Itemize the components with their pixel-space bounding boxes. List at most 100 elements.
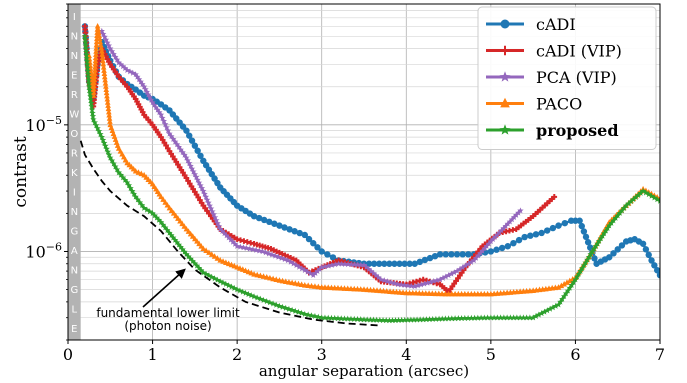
series-marker: [205, 199, 212, 206]
series-marker: [496, 229, 503, 236]
series-marker: [433, 277, 441, 284]
series-marker: [191, 142, 199, 149]
series-marker: [86, 86, 93, 93]
series-marker: [318, 314, 325, 321]
series-marker: [160, 196, 166, 202]
series-marker: [391, 280, 398, 287]
series-marker: [205, 272, 213, 279]
series-marker: [614, 212, 621, 219]
series-marker: [84, 64, 91, 71]
series-marker: [119, 63, 127, 70]
series-marker: [194, 147, 201, 154]
x-axis-ticks: 0 1 2 3 4 5 6 7: [63, 340, 665, 364]
series-marker: [389, 317, 396, 324]
series-marker: [653, 267, 660, 274]
series-marker: [287, 258, 294, 265]
series-marker: [92, 67, 98, 73]
series-marker: [193, 173, 200, 180]
series-marker: [467, 258, 475, 265]
series-marker: [426, 315, 433, 323]
series-marker: [645, 191, 652, 198]
series-marker: [188, 165, 196, 172]
series-marker: [236, 287, 244, 294]
series-marker: [90, 116, 97, 123]
series-marker: [271, 220, 278, 227]
series-marker: [578, 222, 585, 230]
series-marker: [142, 86, 149, 93]
series-marker: [103, 86, 110, 92]
series-marker: [254, 294, 261, 301]
series-marker: [104, 99, 111, 105]
series-marker: [213, 217, 220, 224]
series-marker: [160, 117, 168, 124]
series-marker: [424, 279, 431, 286]
series-marker: [363, 316, 371, 323]
series-marker: [406, 260, 413, 267]
series-marker: [82, 45, 90, 52]
series-marker: [504, 220, 511, 227]
series-marker: [90, 89, 97, 95]
series-marker: [93, 48, 99, 54]
series-marker: [157, 111, 165, 118]
series-marker: [494, 314, 501, 321]
series-marker: [113, 56, 121, 63]
series-marker: [260, 296, 267, 303]
series-marker: [278, 254, 285, 261]
series-marker: [276, 302, 283, 309]
series-marker: [242, 289, 249, 296]
series-marker: [386, 317, 393, 324]
series-marker: [295, 263, 303, 270]
series-marker: [521, 233, 528, 241]
series-marker: [112, 163, 119, 170]
series-marker: [276, 222, 283, 229]
series-marker: [89, 112, 97, 120]
series-marker: [93, 38, 100, 45]
legend-label: proposed: [536, 121, 619, 140]
series-layer: [79, 22, 660, 327]
inner-working-angle-letter: A: [71, 246, 78, 257]
series-marker: [175, 241, 183, 248]
series-marker: [266, 218, 273, 226]
series-marker: [347, 315, 355, 322]
series-marker: [95, 127, 103, 134]
series-marker: [462, 262, 469, 269]
series-marker: [269, 300, 277, 307]
series-marker: [183, 250, 190, 258]
series-marker: [321, 314, 329, 321]
series-marker: [135, 76, 143, 83]
series-marker: [341, 315, 348, 322]
series-marker: [92, 57, 99, 64]
series-marker: [500, 45, 510, 56]
series-marker: [88, 106, 96, 113]
series-marker: [146, 93, 153, 100]
series-marker: [335, 260, 342, 267]
series-marker: [91, 79, 97, 86]
series-marker: [376, 260, 383, 267]
y-axis-label: contrast: [11, 136, 31, 208]
series-cadi: [81, 23, 660, 279]
series-marker: [321, 263, 329, 270]
series-marker: [642, 246, 650, 253]
series-marker: [373, 316, 380, 323]
series-marker: [436, 251, 444, 258]
series-marker: [91, 73, 98, 79]
series-marker: [504, 243, 511, 250]
series-marker: [642, 189, 650, 196]
series-marker: [96, 32, 102, 38]
series-marker: [214, 255, 221, 261]
inner-working-angle-letter: O: [70, 129, 78, 140]
series-marker: [290, 260, 297, 267]
series-marker: [197, 182, 204, 189]
series-marker: [298, 265, 306, 272]
series-marker: [532, 231, 540, 238]
series-marker: [500, 224, 507, 232]
series-marker: [429, 315, 436, 322]
series-marker: [82, 42, 89, 49]
series-marker: [555, 222, 562, 229]
series-marker: [164, 201, 171, 208]
series-marker: [351, 315, 358, 322]
series-marker: [426, 254, 434, 262]
series-marker: [453, 251, 461, 258]
series-marker: [197, 152, 204, 159]
series-marker: [154, 106, 161, 113]
